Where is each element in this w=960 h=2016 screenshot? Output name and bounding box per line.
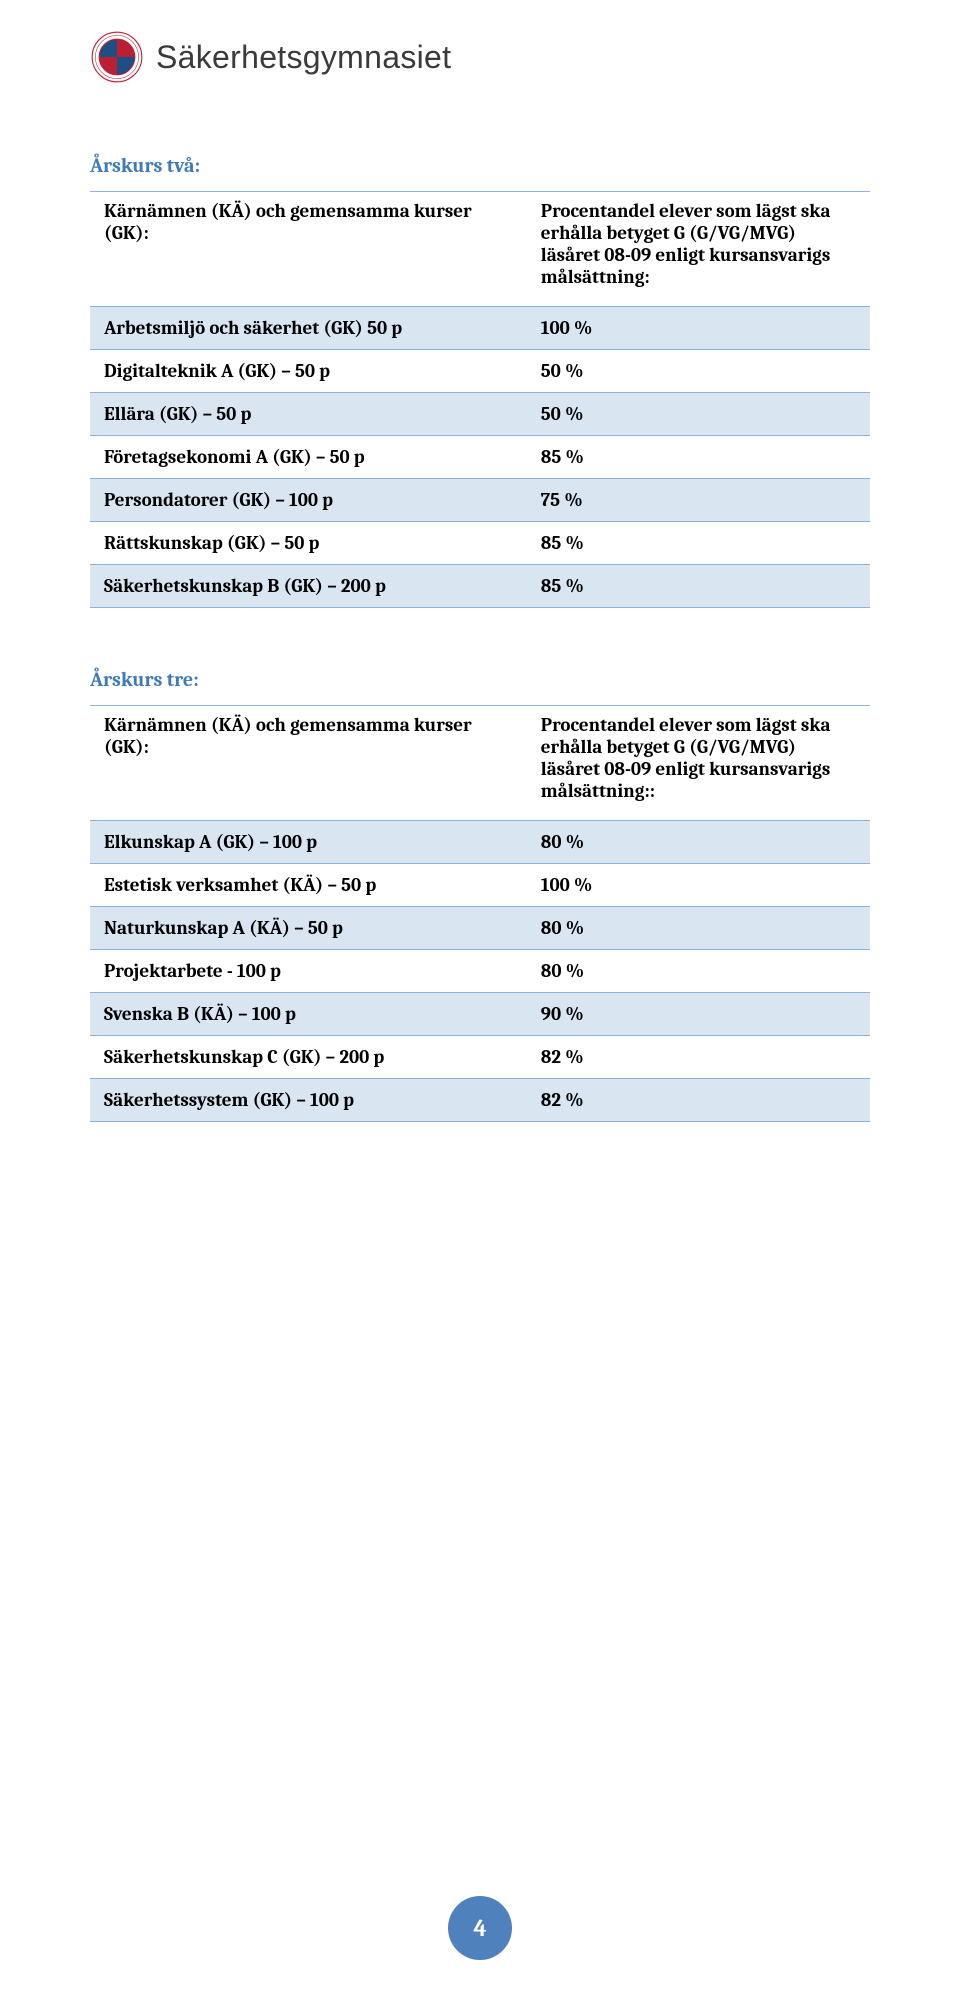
- year-two-heading: Årskurs två:: [90, 154, 870, 177]
- logo-text: Säkerhetsgymnasiet: [156, 39, 451, 76]
- course-value: 82 %: [527, 1079, 870, 1122]
- course-label: Ellära (GK) – 50 p: [90, 393, 527, 436]
- course-label: Företagsekonomi A (GK) – 50 p: [90, 436, 527, 479]
- table-row: Estetisk verksamhet (KÄ) – 50 p 100 %: [90, 864, 870, 907]
- table-row: Projektarbete - 100 p 80 %: [90, 950, 870, 993]
- table-row: Arbetsmiljö och säkerhet (GK) 50 p 100 %: [90, 307, 870, 350]
- course-label: Svenska B (KÄ) – 100 p: [90, 993, 527, 1036]
- course-value: 80 %: [527, 950, 870, 993]
- course-label: Projektarbete - 100 p: [90, 950, 527, 993]
- course-label: Naturkunskap A (KÄ) – 50 p: [90, 907, 527, 950]
- course-label: Digitalteknik A (GK) – 50 p: [90, 350, 527, 393]
- logo-emblem-icon: [90, 30, 144, 84]
- course-value: 82 %: [527, 1036, 870, 1079]
- course-value: 75 %: [527, 479, 870, 522]
- table-row: Svenska B (KÄ) – 100 p 90 %: [90, 993, 870, 1036]
- table-row: Elkunskap A (GK) – 100 p 80 %: [90, 821, 870, 864]
- course-value: 100 %: [527, 307, 870, 350]
- logo-header: Säkerhetsgymnasiet: [90, 30, 870, 84]
- year-three-body: Elkunskap A (GK) – 100 p 80 % Estetisk v…: [90, 821, 870, 1122]
- year-three-heading: Årskurs tre:: [90, 668, 870, 691]
- course-label: Rättskunskap (GK) – 50 p: [90, 522, 527, 565]
- course-value: 100 %: [527, 864, 870, 907]
- table-row: Säkerhetskunskap B (GK) – 200 p 85 %: [90, 565, 870, 608]
- course-value: 50 %: [527, 393, 870, 436]
- course-label: Säkerhetskunskap C (GK) – 200 p: [90, 1036, 527, 1079]
- course-value: 85 %: [527, 436, 870, 479]
- year-two-col-b: Procentandel elever som lägst ska erhåll…: [527, 192, 870, 307]
- year-two-table: Kärnämnen (KÄ) och gemensamma kurser (GK…: [90, 191, 870, 608]
- course-value: 90 %: [527, 993, 870, 1036]
- course-value: 85 %: [527, 522, 870, 565]
- course-label: Säkerhetskunskap B (GK) – 200 p: [90, 565, 527, 608]
- course-value: 80 %: [527, 821, 870, 864]
- year-two-body: Arbetsmiljö och säkerhet (GK) 50 p 100 %…: [90, 307, 870, 608]
- table-row: Ellära (GK) – 50 p 50 %: [90, 393, 870, 436]
- table-row: Säkerhetskunskap C (GK) – 200 p 82 %: [90, 1036, 870, 1079]
- page-number-badge: 4: [448, 1896, 512, 1960]
- year-two-col-a: Kärnämnen (KÄ) och gemensamma kurser (GK…: [90, 192, 527, 307]
- course-label: Estetisk verksamhet (KÄ) – 50 p: [90, 864, 527, 907]
- year-three-col-a: Kärnämnen (KÄ) och gemensamma kurser (GK…: [90, 706, 527, 821]
- course-label: Persondatorer (GK) – 100 p: [90, 479, 527, 522]
- table-row: Digitalteknik A (GK) – 50 p 50 %: [90, 350, 870, 393]
- course-label: Säkerhetssystem (GK) – 100 p: [90, 1079, 527, 1122]
- table-row: Säkerhetssystem (GK) – 100 p 82 %: [90, 1079, 870, 1122]
- course-label: Arbetsmiljö och säkerhet (GK) 50 p: [90, 307, 527, 350]
- course-value: 80 %: [527, 907, 870, 950]
- course-value: 50 %: [527, 350, 870, 393]
- table-row: Naturkunskap A (KÄ) – 50 p 80 %: [90, 907, 870, 950]
- year-three-col-b: Procentandel elever som lägst ska erhåll…: [527, 706, 870, 821]
- table-row: Persondatorer (GK) – 100 p 75 %: [90, 479, 870, 522]
- table-row: Rättskunskap (GK) – 50 p 85 %: [90, 522, 870, 565]
- course-value: 85 %: [527, 565, 870, 608]
- table-row: Företagsekonomi A (GK) – 50 p 85 %: [90, 436, 870, 479]
- course-label: Elkunskap A (GK) – 100 p: [90, 821, 527, 864]
- year-three-table: Kärnämnen (KÄ) och gemensamma kurser (GK…: [90, 705, 870, 1122]
